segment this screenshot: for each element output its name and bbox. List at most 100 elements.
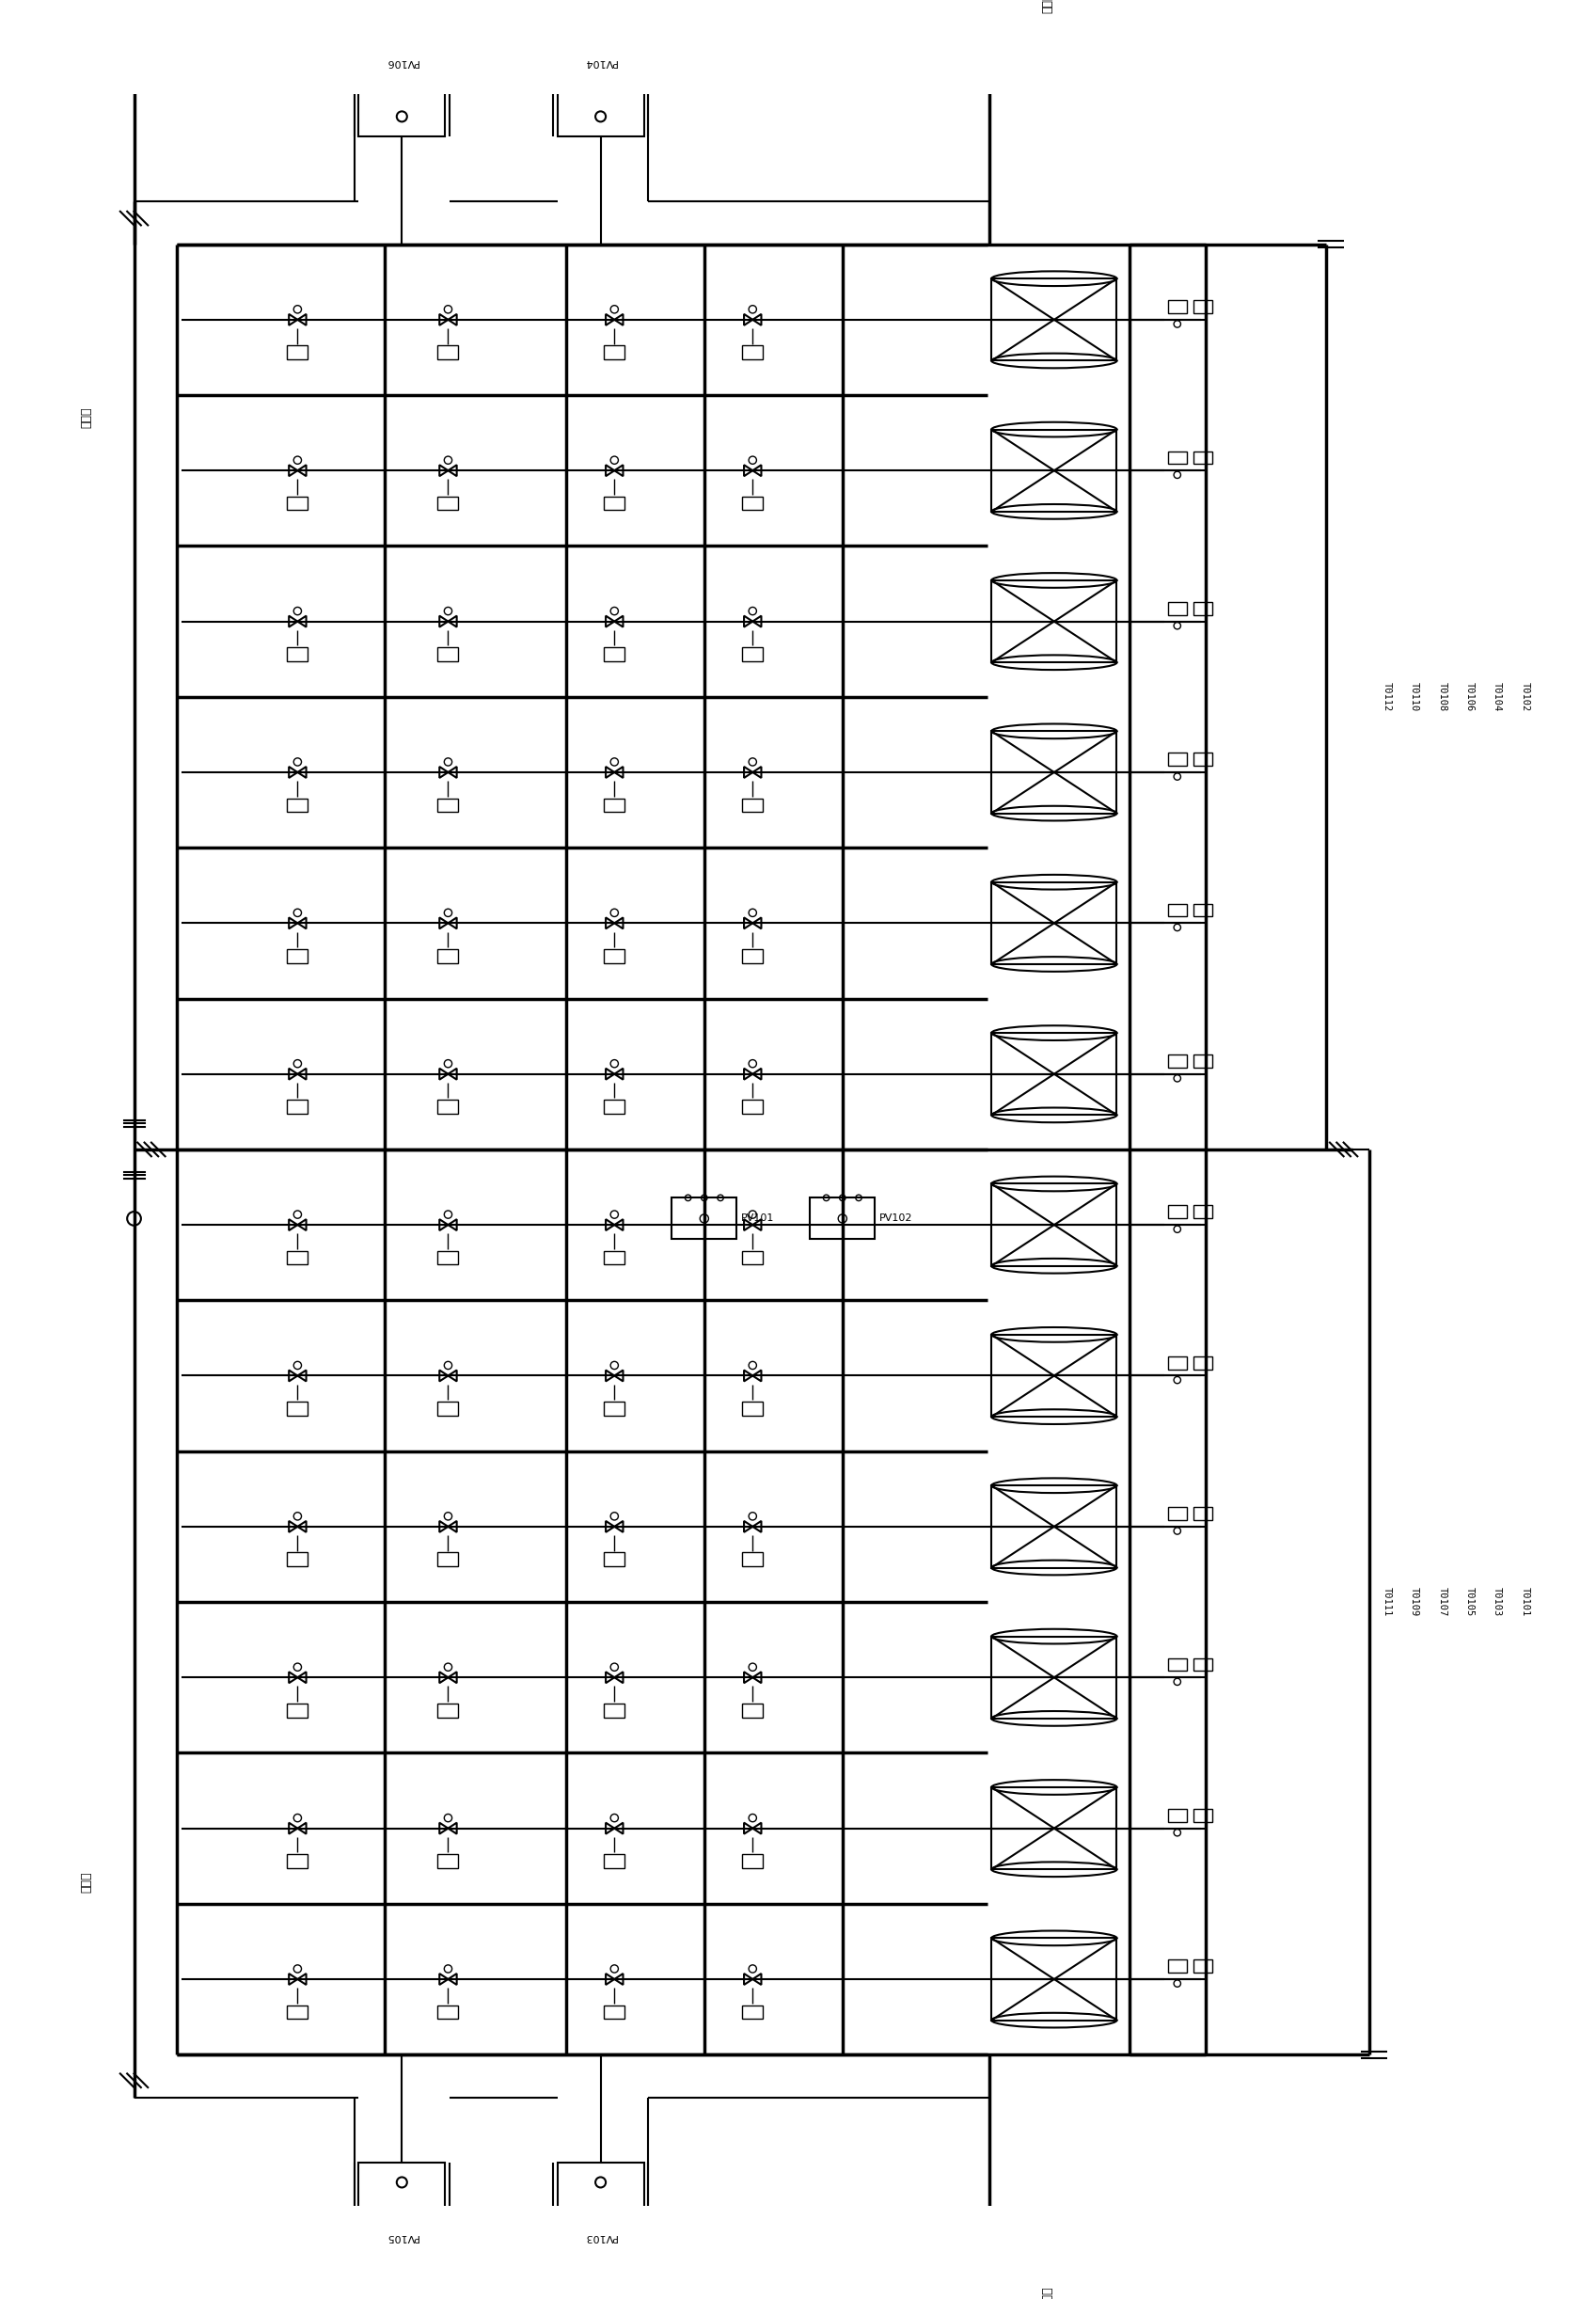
Text: T0111: T0111 — [1382, 1586, 1392, 1616]
Polygon shape — [448, 1823, 456, 1835]
Bar — [287, 949, 308, 963]
Polygon shape — [297, 1973, 306, 1984]
Bar — [991, 1637, 1117, 1717]
Polygon shape — [606, 1973, 614, 1984]
Bar — [991, 430, 1117, 513]
Polygon shape — [297, 1218, 306, 1230]
Bar — [991, 731, 1117, 814]
Polygon shape — [289, 1370, 297, 1382]
Bar — [811, 1198, 875, 1239]
Polygon shape — [448, 1069, 456, 1081]
Bar — [991, 883, 1117, 963]
Bar — [742, 2005, 763, 2019]
Bar — [742, 345, 763, 359]
Polygon shape — [744, 766, 753, 777]
Bar — [359, 85, 445, 136]
Polygon shape — [744, 1370, 753, 1382]
Bar — [1168, 904, 1187, 917]
Polygon shape — [614, 1522, 622, 1531]
Text: 产品气: 产品气 — [80, 407, 93, 428]
Text: T0109: T0109 — [1409, 1586, 1419, 1616]
Polygon shape — [289, 616, 297, 628]
Bar — [991, 1336, 1117, 1416]
Bar — [287, 1704, 308, 1717]
Bar — [603, 2005, 624, 2019]
Bar — [437, 949, 458, 963]
Polygon shape — [744, 315, 753, 324]
Polygon shape — [448, 1218, 456, 1230]
Polygon shape — [439, 1522, 448, 1531]
Bar — [603, 798, 624, 812]
Bar — [1168, 1809, 1187, 1821]
FancyBboxPatch shape — [974, 0, 1005, 14]
Bar — [437, 1552, 458, 1566]
Polygon shape — [606, 1069, 614, 1081]
Bar — [603, 949, 624, 963]
Text: T0104: T0104 — [1492, 683, 1502, 710]
Polygon shape — [439, 766, 448, 777]
Bar — [1194, 602, 1213, 614]
Bar — [1194, 1205, 1213, 1218]
Bar — [603, 1251, 624, 1264]
Polygon shape — [448, 917, 456, 929]
Polygon shape — [448, 616, 456, 628]
Text: PV105: PV105 — [385, 2232, 418, 2242]
Polygon shape — [744, 1973, 753, 1984]
Bar — [603, 1402, 624, 1416]
Polygon shape — [614, 1823, 622, 1835]
Bar — [742, 1402, 763, 1416]
Polygon shape — [606, 766, 614, 777]
Bar — [437, 497, 458, 510]
Text: T0102: T0102 — [1521, 683, 1529, 710]
Polygon shape — [614, 1973, 622, 1984]
Bar — [287, 798, 308, 812]
Polygon shape — [297, 1671, 306, 1683]
Bar — [287, 345, 308, 359]
Bar — [287, 1099, 308, 1113]
Bar — [991, 278, 1117, 361]
Text: T0112: T0112 — [1382, 683, 1392, 710]
Polygon shape — [614, 315, 622, 324]
Bar — [1194, 1508, 1213, 1520]
Bar — [742, 798, 763, 812]
Polygon shape — [448, 766, 456, 777]
Text: 原料气: 原料气 — [1041, 2285, 1053, 2299]
Polygon shape — [744, 1522, 753, 1531]
Polygon shape — [744, 464, 753, 476]
Bar — [437, 1704, 458, 1717]
Polygon shape — [744, 616, 753, 628]
Polygon shape — [753, 1973, 761, 1984]
Polygon shape — [289, 1218, 297, 1230]
Text: T0108: T0108 — [1438, 683, 1448, 710]
Polygon shape — [753, 464, 761, 476]
Bar — [742, 1552, 763, 1566]
Text: T0107: T0107 — [1438, 1586, 1448, 1616]
Polygon shape — [606, 1218, 614, 1230]
Polygon shape — [439, 1823, 448, 1835]
Polygon shape — [744, 1218, 753, 1230]
Polygon shape — [744, 1823, 753, 1835]
Bar — [603, 1855, 624, 1869]
Bar — [287, 497, 308, 510]
Polygon shape — [606, 315, 614, 324]
Bar — [603, 1099, 624, 1113]
Bar — [437, 1402, 458, 1416]
Bar — [742, 1251, 763, 1264]
Bar — [437, 1251, 458, 1264]
Polygon shape — [614, 464, 622, 476]
Polygon shape — [297, 1522, 306, 1531]
Bar — [742, 949, 763, 963]
Bar — [991, 1032, 1117, 1115]
Bar — [1168, 1356, 1187, 1370]
Polygon shape — [439, 616, 448, 628]
Text: PV104: PV104 — [584, 57, 618, 67]
Bar — [1168, 1205, 1187, 1218]
Bar — [557, 2163, 643, 2214]
Text: PV106: PV106 — [385, 57, 418, 67]
Bar — [1168, 1658, 1187, 1671]
Polygon shape — [448, 1671, 456, 1683]
Polygon shape — [614, 766, 622, 777]
Bar — [991, 1938, 1117, 2021]
Polygon shape — [753, 315, 761, 324]
Polygon shape — [753, 1069, 761, 1081]
